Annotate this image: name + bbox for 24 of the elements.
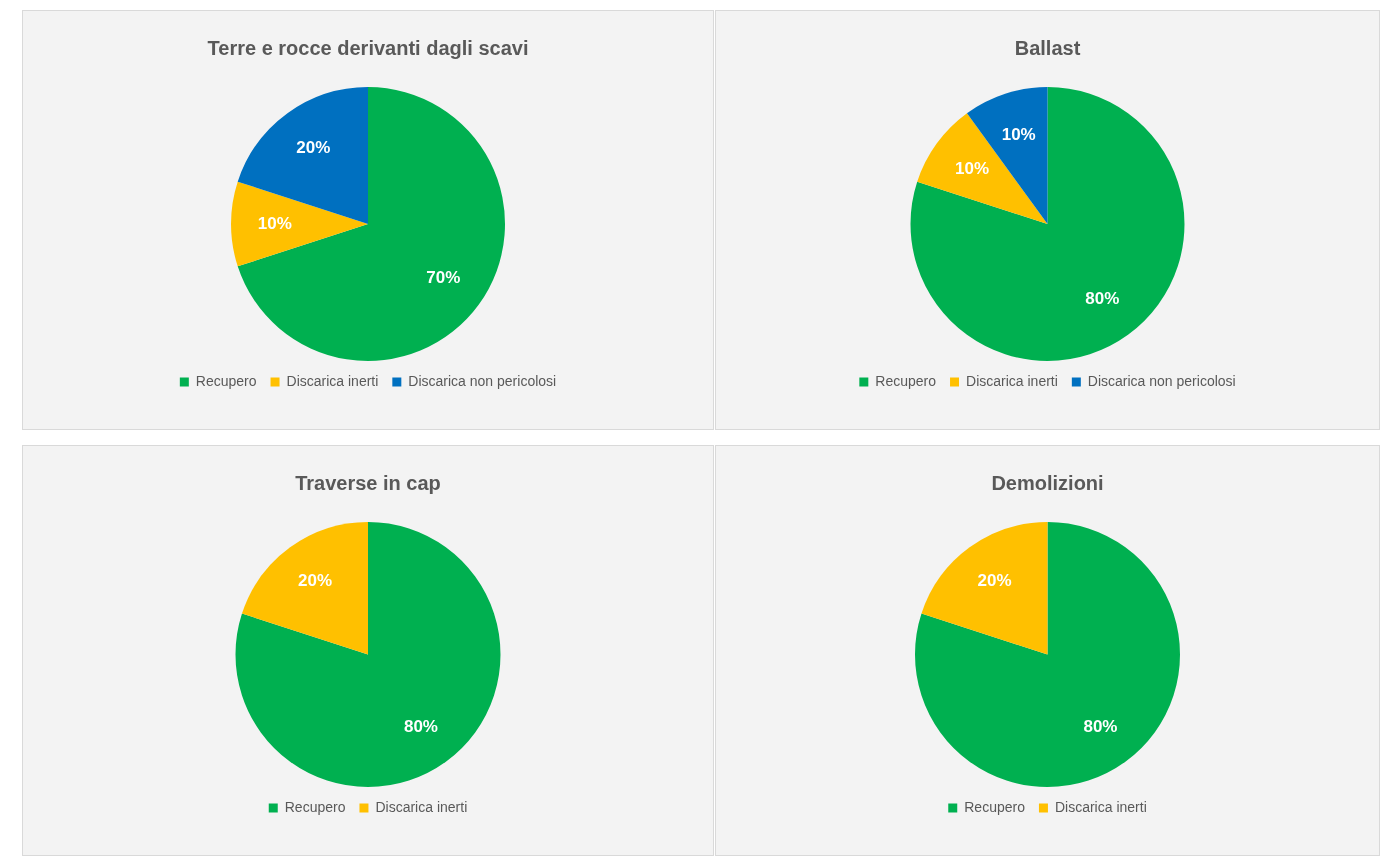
data-label: 20% — [977, 571, 1012, 591]
legend-label: Discarica non pericolosi — [408, 372, 557, 389]
data-label: 10% — [955, 158, 990, 178]
legend-label: Discarica inerti — [286, 372, 379, 389]
legend-label: Recupero — [964, 798, 1026, 815]
legend-label: Recupero — [284, 798, 346, 815]
legend-label: Discarica inerti — [375, 798, 468, 815]
data-label: 10% — [1001, 125, 1036, 145]
legend-label: Discarica non pericolosi — [1087, 372, 1236, 389]
data-label: 10% — [257, 213, 292, 233]
data-label: 20% — [296, 138, 331, 158]
chart-title: Ballast — [1014, 36, 1081, 59]
data-label: 80% — [403, 717, 438, 737]
chart-title: Terre e rocce derivanti dagli scavi — [207, 36, 529, 59]
chart-title: Traverse in cap — [295, 471, 441, 494]
data-label: 20% — [298, 571, 333, 591]
legend-label: Discarica inerti — [1054, 798, 1147, 815]
legend-label: Recupero — [875, 372, 937, 389]
legend-label: Discarica inerti — [966, 372, 1058, 389]
data-label: 70% — [426, 268, 461, 288]
data-label: 80% — [1085, 289, 1120, 309]
legend-label: Recupero — [195, 372, 257, 389]
chart-title: Demolizioni — [991, 471, 1104, 494]
data-label: 80% — [1083, 717, 1118, 737]
